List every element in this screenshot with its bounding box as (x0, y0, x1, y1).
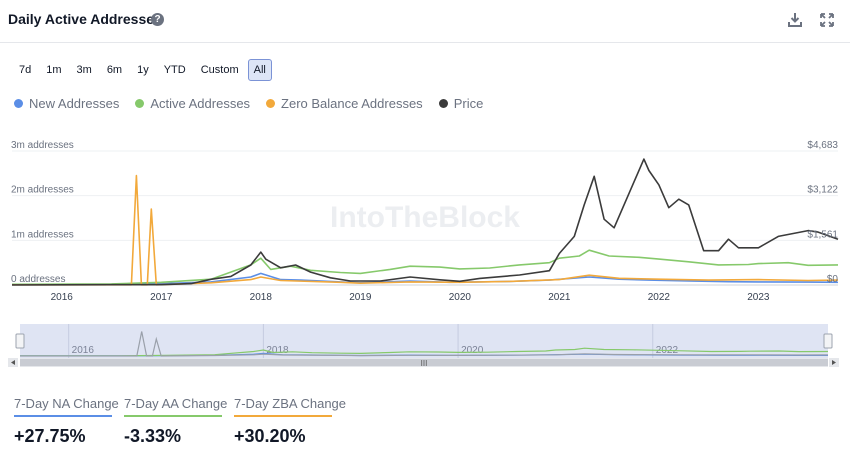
stat-value: +30.20% (234, 426, 306, 446)
download-icon[interactable] (786, 11, 804, 29)
watermark-text: IntoTheBlock (330, 201, 520, 234)
chevron-left-icon (11, 360, 15, 365)
navigator-tick-label: 2018 (266, 345, 289, 356)
stat-label: 7-Day NA Change (14, 396, 119, 417)
legend-label: Active Addresses (150, 96, 251, 111)
stat-zero: 7-Day ZBA Change +30.20% (234, 396, 346, 447)
change-stats: 7-Day NA Change +27.75% 7-Day AA Change -3.… (14, 396, 346, 447)
y-right-tick-label: $4,683 (807, 140, 838, 151)
navigator-line-active (19, 347, 829, 357)
navigator-scrollbar-thumb[interactable] (20, 359, 828, 366)
help-circle-icon[interactable]: ? (151, 13, 164, 26)
x-tick-label: 2021 (548, 292, 571, 303)
range-button-all[interactable]: All (247, 59, 272, 81)
time-range-selector: 7d 1m 3m 6m 1y YTD Custom All (13, 59, 272, 81)
y-left-tick-label: 2m addresses (11, 185, 74, 196)
series-line-active[interactable] (11, 249, 839, 286)
legend-item-new[interactable]: New Addresses (14, 96, 119, 111)
legend-label: New Addresses (29, 96, 120, 111)
navigator-tick-label: 2016 (72, 345, 95, 356)
stat-label: 7-Day AA Change (124, 396, 227, 417)
main-chart: IntoTheBlock 0 addresses $0 1m addresses $1… (11, 140, 839, 303)
x-tick-label: 2023 (747, 292, 770, 303)
legend-label: Zero Balance Addresses (281, 96, 423, 111)
range-button-7d[interactable]: 7d (13, 59, 38, 81)
x-tick-label: 2018 (250, 292, 273, 303)
stat-value: +27.75% (14, 426, 86, 446)
y-left-tick-label: 0 addresses (11, 274, 65, 285)
x-tick-label: 2017 (150, 292, 173, 303)
expand-icon[interactable] (818, 11, 836, 29)
y-left-tick-label: 1m addresses (11, 229, 74, 240)
legend-label: Price (453, 96, 484, 111)
legend-item-active[interactable]: Active Addresses (135, 96, 250, 111)
legend-item-zero[interactable]: Zero Balance Addresses (266, 96, 423, 111)
y-right-tick-label: $0 (827, 274, 839, 285)
range-button-1m[interactable]: 1m (40, 59, 68, 81)
range-button-3m[interactable]: 3m (70, 59, 98, 81)
legend-dot-icon (266, 99, 276, 108)
navigator-selection[interactable] (20, 324, 828, 358)
chevron-right-icon (832, 360, 836, 365)
x-tick-label: 2020 (449, 292, 472, 303)
range-button-1y[interactable]: 1y (131, 59, 155, 81)
navigator-tick-label: 2020 (461, 345, 484, 356)
x-tick-label: 2019 (349, 292, 372, 303)
range-button-ytd[interactable]: YTD (157, 59, 192, 81)
stat-new: 7-Day NA Change +27.75% (14, 396, 119, 447)
x-tick-label: 2022 (648, 292, 671, 303)
stat-value: -3.33% (124, 426, 182, 446)
navigator-handle-right[interactable] (823, 333, 833, 349)
stat-label: 7-Day ZBA Change (234, 396, 346, 417)
navigator-handle-left[interactable] (15, 333, 25, 349)
chart-title: Daily Active Addresses (8, 11, 162, 27)
legend-dot-icon (14, 99, 23, 108)
y-left-tick-label: 3m addresses (11, 140, 74, 151)
legend-item-price[interactable]: Price (438, 96, 484, 111)
navigator-line-zero (20, 331, 829, 357)
chart-legend: New Addresses Active Addresses Zero Balanc… (14, 96, 483, 111)
y-right-tick-label: $3,122 (807, 185, 838, 196)
range-button-6m[interactable]: 6m (100, 59, 129, 81)
legend-dot-icon (135, 99, 145, 108)
legend-dot-icon (438, 99, 448, 108)
chart-header: Daily Active Addresses ? (0, 0, 850, 43)
series-line-price[interactable] (11, 158, 839, 286)
range-button-custom[interactable]: Custom (194, 59, 245, 81)
scrollbar-grip: III (421, 359, 428, 368)
range-navigator[interactable]: 2016 2018 2020 2022 III (0, 322, 850, 372)
x-tick-label: 2016 (51, 292, 74, 303)
y-right-tick-label: $1,561 (807, 229, 838, 240)
stat-active: 7-Day AA Change -3.33% (124, 396, 227, 447)
